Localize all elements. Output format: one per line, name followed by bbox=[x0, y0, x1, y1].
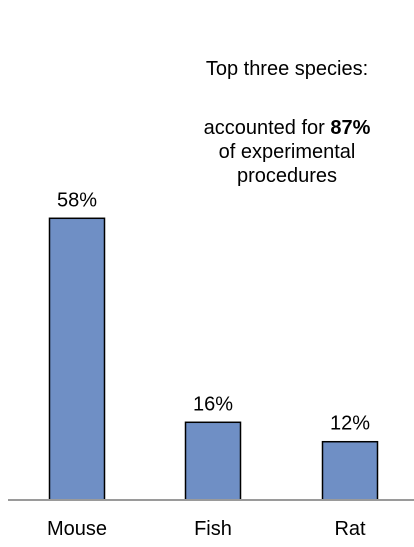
x-tick-label-rat: Rat bbox=[334, 518, 366, 540]
bar-rat bbox=[321, 440, 379, 501]
x-tick-label-mouse: Mouse bbox=[47, 518, 107, 540]
value-label-fish: 16% bbox=[193, 393, 233, 415]
annotation-highlight: 87% bbox=[330, 117, 371, 139]
bar-mouse bbox=[48, 217, 106, 501]
annotation-tail: of experimental procedures bbox=[218, 141, 356, 187]
annotation-lead: accounted for bbox=[203, 117, 325, 139]
annotation-body: accounted for 87% of experimental proced… bbox=[196, 116, 378, 188]
x-axis-tick-labels: Mouse Fish Rat bbox=[47, 518, 366, 540]
bars bbox=[48, 217, 379, 501]
annotation-heading: Top three species: bbox=[205, 58, 369, 80]
bar-fish bbox=[184, 421, 242, 501]
value-label-mouse: 58% bbox=[57, 189, 97, 211]
x-tick-label-fish: Fish bbox=[194, 518, 232, 540]
value-labels: 58% 16% 12% bbox=[57, 189, 370, 434]
value-label-rat: 12% bbox=[330, 413, 370, 435]
